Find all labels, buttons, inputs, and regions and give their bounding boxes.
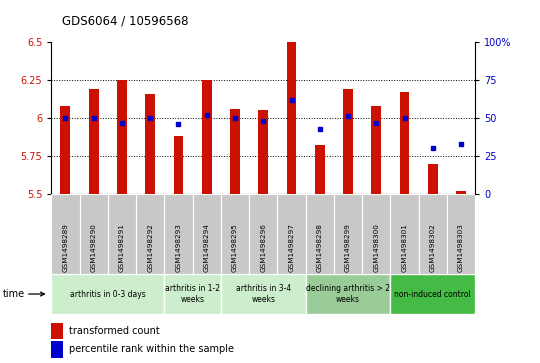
Text: GSM1498301: GSM1498301 xyxy=(402,224,408,273)
Bar xyxy=(362,194,390,274)
Text: transformed count: transformed count xyxy=(69,326,159,336)
Text: declining arthritis > 2
weeks: declining arthritis > 2 weeks xyxy=(306,284,390,304)
Bar xyxy=(447,194,475,274)
Bar xyxy=(221,274,306,314)
Bar xyxy=(278,194,306,274)
Text: non-induced control: non-induced control xyxy=(394,290,471,298)
Bar xyxy=(145,94,155,194)
Text: GSM1498291: GSM1498291 xyxy=(119,224,125,273)
Bar xyxy=(306,194,334,274)
Bar xyxy=(418,194,447,274)
Bar xyxy=(456,191,466,194)
Bar xyxy=(258,110,268,194)
Text: arthritis in 0-3 days: arthritis in 0-3 days xyxy=(70,290,146,298)
Bar xyxy=(51,274,164,314)
Bar xyxy=(249,194,278,274)
Text: GSM1498303: GSM1498303 xyxy=(458,224,464,273)
Text: GSM1498297: GSM1498297 xyxy=(288,224,294,273)
Text: percentile rank within the sample: percentile rank within the sample xyxy=(69,344,234,354)
Bar xyxy=(343,89,353,194)
Bar xyxy=(79,194,108,274)
Text: GSM1498300: GSM1498300 xyxy=(373,224,379,273)
Bar xyxy=(315,146,325,194)
Bar xyxy=(173,136,184,194)
Bar xyxy=(230,109,240,194)
Text: GSM1498296: GSM1498296 xyxy=(260,224,266,273)
Text: GSM1498293: GSM1498293 xyxy=(176,224,181,273)
Text: GSM1498299: GSM1498299 xyxy=(345,224,351,273)
Text: GSM1498290: GSM1498290 xyxy=(91,224,97,273)
Text: arthritis in 3-4
weeks: arthritis in 3-4 weeks xyxy=(235,284,291,304)
Text: GSM1498298: GSM1498298 xyxy=(317,224,323,273)
Text: GSM1498302: GSM1498302 xyxy=(430,224,436,273)
Text: arthritis in 1-2
weeks: arthritis in 1-2 weeks xyxy=(165,284,220,304)
Text: GSM1498292: GSM1498292 xyxy=(147,224,153,273)
Bar xyxy=(287,42,296,194)
Bar xyxy=(89,89,99,194)
Bar xyxy=(108,194,136,274)
Bar xyxy=(51,194,79,274)
Bar xyxy=(221,194,249,274)
Bar xyxy=(428,164,438,194)
Text: time: time xyxy=(3,289,25,299)
Text: GSM1498294: GSM1498294 xyxy=(204,224,210,273)
Text: GSM1498295: GSM1498295 xyxy=(232,224,238,273)
Bar xyxy=(117,80,127,194)
Bar xyxy=(372,106,381,194)
Bar xyxy=(136,194,164,274)
Bar xyxy=(202,80,212,194)
Bar xyxy=(60,106,70,194)
Bar xyxy=(400,92,409,194)
Bar xyxy=(334,194,362,274)
Bar xyxy=(306,274,390,314)
Text: GSM1498289: GSM1498289 xyxy=(63,224,69,273)
Bar xyxy=(164,194,193,274)
Bar xyxy=(390,274,475,314)
Bar xyxy=(193,194,221,274)
Bar xyxy=(164,274,221,314)
Text: GDS6064 / 10596568: GDS6064 / 10596568 xyxy=(62,14,188,27)
Bar xyxy=(390,194,418,274)
